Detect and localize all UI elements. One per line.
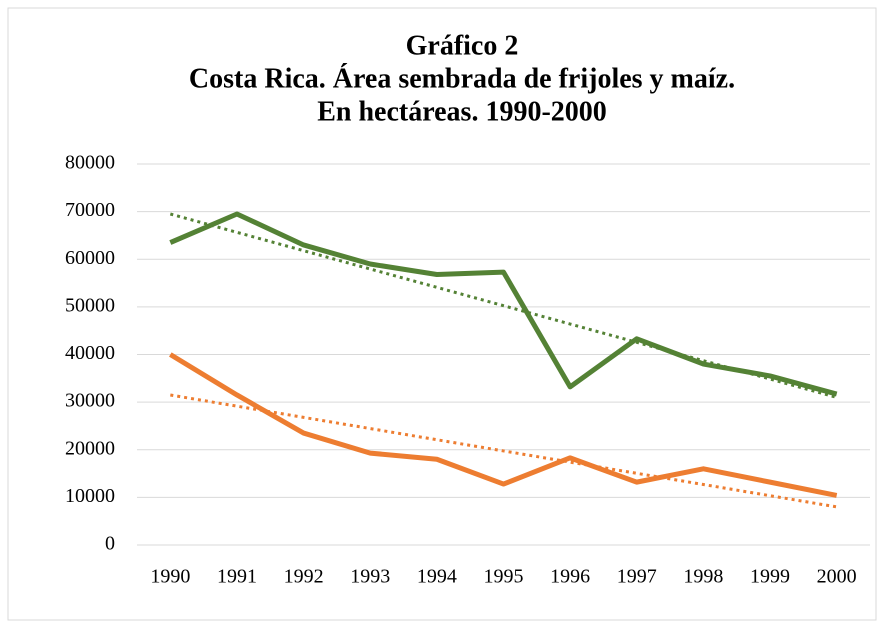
x-tick-label: 1990 <box>150 566 190 588</box>
series-line <box>169 352 838 498</box>
x-tick-label: 2000 <box>817 566 857 588</box>
x-tick-label: 1997 <box>617 566 657 588</box>
x-tick-label: 1992 <box>284 566 324 588</box>
x-tick-label: 1994 <box>417 566 457 588</box>
y-tick-label: 80000 <box>65 152 115 174</box>
y-tick-label: 10000 <box>65 485 115 507</box>
trend-line <box>169 212 838 399</box>
chart-title: En hectáreas. 1990-2000 <box>317 96 607 127</box>
y-tick-label: 0 <box>105 533 115 555</box>
x-tick-label: 1999 <box>750 566 790 588</box>
x-tick-label: 1995 <box>484 566 524 588</box>
x-tick-label: 1996 <box>550 566 590 588</box>
chart-title: Costa Rica. Área sembrada de frijoles y … <box>189 63 735 94</box>
y-tick-label: 40000 <box>65 342 115 364</box>
y-tick-label: 50000 <box>65 294 115 316</box>
trend-line <box>170 393 837 509</box>
y-tick-label: 60000 <box>65 247 115 269</box>
y-tick-label: 70000 <box>65 199 115 221</box>
y-tick-label: 20000 <box>65 437 115 459</box>
chart-border <box>7 7 877 621</box>
x-tick-label: 1998 <box>683 566 723 588</box>
x-tick-label: 1991 <box>217 566 257 588</box>
chart-title: Gráfico 2 <box>406 30 519 61</box>
y-tick-label: 30000 <box>65 390 115 412</box>
x-tick-label: 1993 <box>350 566 390 588</box>
